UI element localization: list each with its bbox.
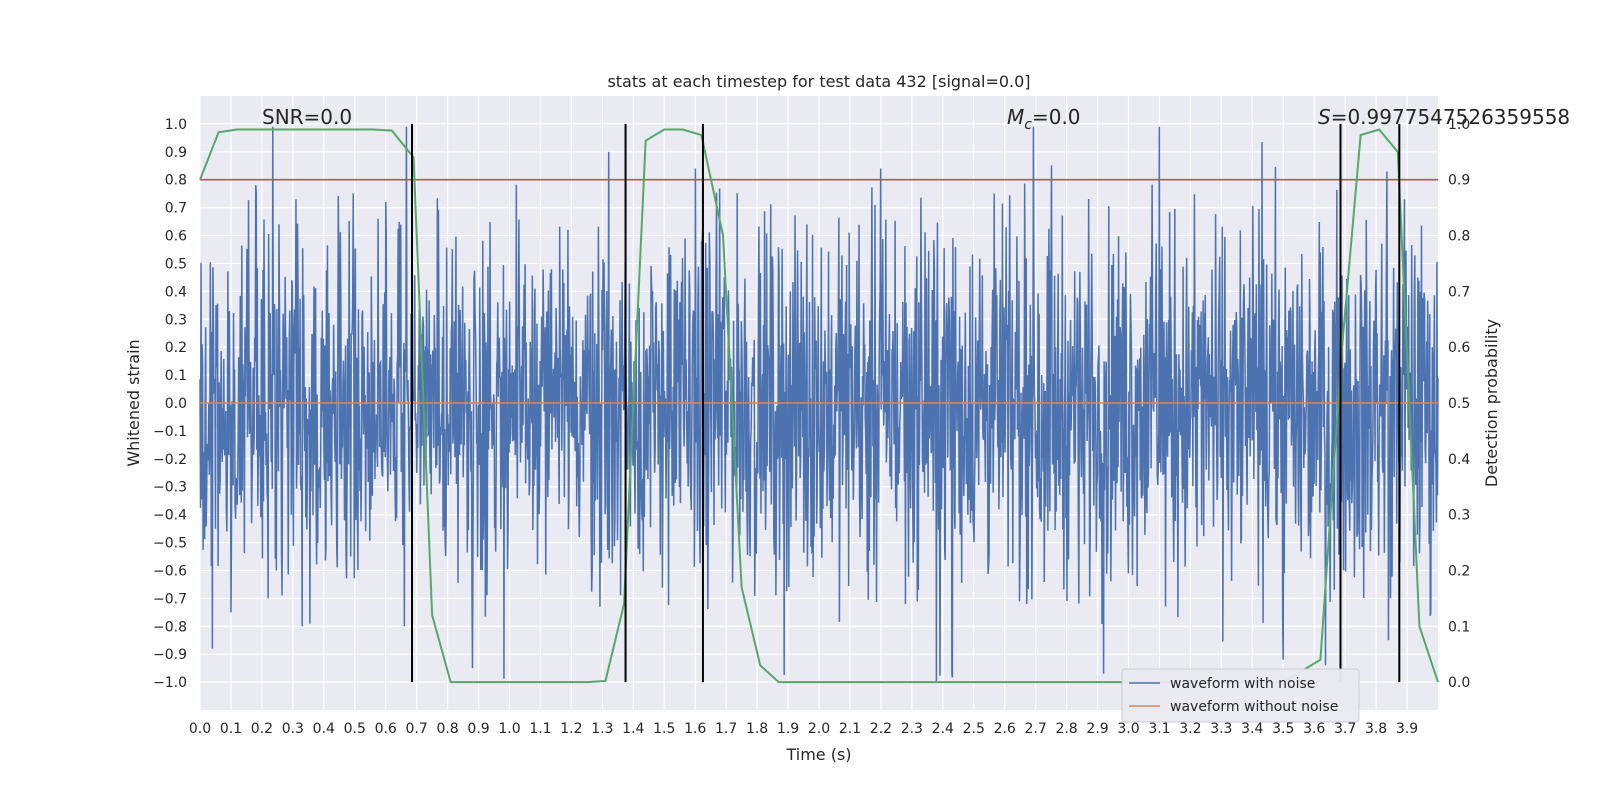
x-tick-label: 2.3 [901, 721, 923, 737]
x-tick-label: 0.3 [282, 721, 304, 737]
x-tick-label: 3.0 [1117, 721, 1139, 737]
annotation-s-value: =0.9977547526359558 [1331, 105, 1570, 129]
y-tick-label: 0.3 [165, 312, 187, 328]
y-tick-label: −0.8 [153, 619, 187, 635]
x-tick-label: 0.1 [220, 721, 242, 737]
x-tick-label: 3.4 [1241, 721, 1263, 737]
ticks: 0.0 0.1 0.2 0.3 0.4 0.5 0.6 0.7 0.8 0.9 1.0 1.1 1.2 1… [153, 117, 1470, 737]
x-tick-label: 3.2 [1179, 721, 1201, 737]
y2-tick-label: 0.7 [1448, 284, 1470, 300]
x-tick-label: 0.4 [313, 721, 335, 737]
x-tick-label: 2.2 [870, 721, 892, 737]
y-tick-label: −0.1 [153, 424, 187, 440]
x-tick-label: 1.6 [684, 721, 706, 737]
x-tick-label: 2.8 [1055, 721, 1077, 737]
legend: waveform with noise waveform without noi… [1121, 668, 1360, 723]
annotation-snr: SNR=0.0 [262, 105, 352, 129]
x-tick-label: 1.4 [622, 721, 644, 737]
x-tick-label: 2.5 [963, 721, 985, 737]
y-tick-label: −0.3 [153, 480, 187, 496]
noise-trace [199, 126, 1439, 683]
overlay [199, 123, 1439, 684]
series-waveform-with-noise [199, 126, 1439, 683]
x-tick-label: 1.7 [715, 721, 737, 737]
x-tick-label: 1.8 [746, 721, 768, 737]
x-tick-label: 3.3 [1210, 721, 1232, 737]
y-axis-label: Whitened strain [124, 339, 143, 466]
y-tick-label: 0.9 [165, 145, 187, 161]
y-tick-label: 0.5 [165, 256, 187, 272]
x-tick-label: 0.6 [375, 721, 397, 737]
y-tick-label: −0.5 [153, 536, 187, 552]
y2-tick-label: 0.1 [1448, 619, 1470, 635]
y-tick-label: −0.7 [153, 591, 187, 607]
y2-tick-label: 0.9 [1448, 173, 1470, 189]
y-tick-label: −0.4 [153, 508, 187, 524]
y-tick-label: 0.0 [165, 396, 187, 412]
y2-tick-label: 0.5 [1448, 396, 1470, 412]
y2-tick-label: 0.3 [1448, 508, 1470, 524]
y2-tick-label: 0.4 [1448, 452, 1470, 468]
x-tick-label: 0.8 [436, 721, 458, 737]
x-tick-label: 0.5 [344, 721, 366, 737]
x-tick-label: 1.2 [560, 721, 582, 737]
legend-label-clean: waveform without noise [1170, 699, 1338, 715]
x-tick-label: 2.6 [994, 721, 1016, 737]
annotation-mc: Mc=0.0 [1007, 105, 1081, 133]
x-tick-label: 0.2 [251, 721, 273, 737]
y2-tick-label: 0.8 [1448, 229, 1470, 245]
x-tick-label: 3.8 [1365, 721, 1387, 737]
y-tick-label: 0.7 [165, 201, 187, 217]
x-tick-label: 1.0 [498, 721, 520, 737]
y2-axis-label: Detection probability [1482, 319, 1501, 487]
y-tick-label: −0.6 [153, 563, 187, 579]
annotation-s: S=0.9977547526359558 [1318, 105, 1570, 129]
legend-label-noise: waveform with noise [1170, 676, 1315, 692]
y2-tick-label: 0.0 [1448, 675, 1470, 691]
annotation-mc-value: =0.0 [1032, 105, 1081, 129]
y-tick-label: 0.6 [165, 229, 187, 245]
y2-tick-label: 0.6 [1448, 340, 1470, 356]
x-tick-label: 1.9 [777, 721, 799, 737]
x-tick-label: 3.1 [1148, 721, 1170, 737]
y-tick-label: −1.0 [153, 675, 187, 691]
x-tick-label: 0.7 [406, 721, 428, 737]
x-tick-label: 0.0 [189, 721, 211, 737]
x-tick-label: 2.1 [839, 721, 861, 737]
y-tick-label: −0.9 [153, 647, 187, 663]
x-tick-label: 1.1 [529, 721, 551, 737]
y-tick-label: 0.1 [165, 368, 187, 384]
x-tick-label: 3.6 [1303, 721, 1325, 737]
x-tick-label: 2.7 [1025, 721, 1047, 737]
x-tick-label: 2.9 [1086, 721, 1108, 737]
y-tick-label: 0.8 [165, 173, 187, 189]
x-tick-label: 2.4 [932, 721, 954, 737]
legend-box [1121, 668, 1360, 723]
y-tick-label: 0.4 [165, 284, 187, 300]
x-tick-label: 3.5 [1272, 721, 1294, 737]
x-tick-label: 1.3 [591, 721, 613, 737]
y-tick-label: −0.2 [153, 452, 187, 468]
annotation-mc-symbol: M [1007, 105, 1024, 129]
x-tick-label: 2.0 [808, 721, 830, 737]
x-tick-label: 1.5 [653, 721, 675, 737]
annotation-s-symbol: S [1318, 105, 1331, 129]
x-tick-label: 3.9 [1396, 721, 1418, 737]
x-tick-label: 0.9 [467, 721, 489, 737]
annotation-mc-sub: c [1024, 117, 1032, 133]
y2-tick-label: 0.2 [1448, 563, 1470, 579]
x-tick-label: 3.7 [1334, 721, 1356, 737]
x-axis-label: Time (s) [785, 745, 851, 764]
y-tick-label: 0.2 [165, 340, 187, 356]
y-tick-label: 1.0 [165, 117, 187, 133]
y2-tick-label: 1.0 [1448, 117, 1470, 133]
chart-title: stats at each timestep for test data 432… [607, 72, 1030, 91]
